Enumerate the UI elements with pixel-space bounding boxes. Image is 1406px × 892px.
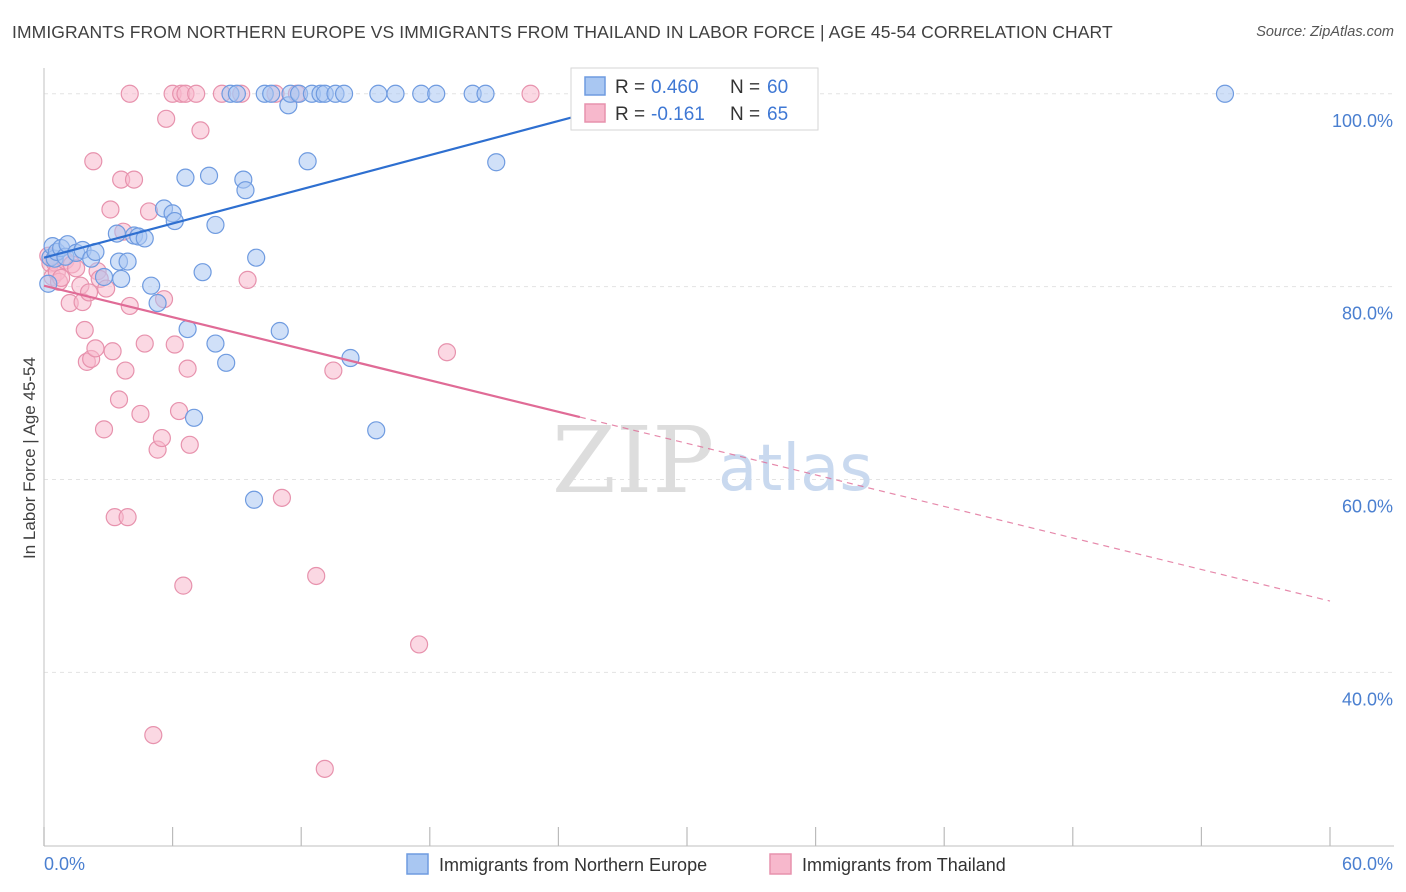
point-thailand xyxy=(94,420,114,439)
series-thailand-points xyxy=(39,84,540,778)
point-thailand xyxy=(324,361,343,380)
point-thailand xyxy=(187,84,206,103)
point-northern-europe xyxy=(199,166,219,185)
point-northern-europe xyxy=(193,263,212,282)
point-thailand xyxy=(131,404,150,424)
point-northern-europe xyxy=(206,334,225,353)
point-thailand xyxy=(120,84,139,103)
series-legend-label-thailand: Immigrants from Thailand xyxy=(802,855,1006,875)
watermark-zip: ZIP xyxy=(552,407,714,514)
y-tick-labels: 100.0% 80.0% 60.0% 40.0% xyxy=(1332,111,1393,710)
point-thailand xyxy=(165,335,184,354)
point-thailand xyxy=(152,428,171,448)
point-thailand xyxy=(238,270,257,289)
point-thailand xyxy=(315,759,334,778)
y-tick-label: 40.0% xyxy=(1342,689,1393,709)
y-tick-label: 80.0% xyxy=(1342,304,1393,324)
series-legend: Immigrants from Northern Europe Immigran… xyxy=(406,853,1006,875)
legend-r-value-pink: -0.161 xyxy=(651,104,705,125)
point-thailand xyxy=(169,401,189,421)
point-thailand xyxy=(124,170,144,189)
point-thailand xyxy=(307,566,326,586)
point-northern-europe xyxy=(94,267,114,287)
series-legend-swatch-northern-europe xyxy=(406,853,429,875)
point-northern-europe xyxy=(1215,84,1235,103)
x-tick-label: 60.0% xyxy=(1342,854,1393,874)
point-thailand xyxy=(118,508,137,527)
correlation-legend: R = 0.460 N = 60 R = -0.161 N = 65 xyxy=(570,67,819,131)
watermark: ZIP atlas xyxy=(552,407,873,514)
point-thailand xyxy=(75,320,94,340)
point-thailand xyxy=(174,576,193,595)
point-northern-europe xyxy=(369,84,388,103)
point-thailand xyxy=(101,200,120,219)
point-northern-europe xyxy=(39,274,58,293)
point-northern-europe xyxy=(247,248,266,267)
point-northern-europe xyxy=(334,84,354,103)
point-northern-europe xyxy=(118,252,137,271)
y-axis-label: In Labor Force | Age 45-54 xyxy=(20,357,39,559)
x-tick-labels: 0.0% 60.0% xyxy=(44,854,1393,874)
point-thailand xyxy=(103,342,122,361)
point-thailand xyxy=(116,361,135,380)
point-northern-europe xyxy=(176,168,195,187)
point-northern-europe xyxy=(270,321,289,341)
point-northern-europe xyxy=(112,269,131,289)
point-thailand xyxy=(157,109,176,128)
point-northern-europe xyxy=(386,84,405,103)
point-thailand xyxy=(437,343,457,362)
x-tick-label: 0.0% xyxy=(44,854,85,874)
point-northern-europe xyxy=(236,181,255,200)
point-northern-europe xyxy=(244,490,264,509)
point-thailand xyxy=(135,334,154,353)
point-northern-europe xyxy=(184,408,204,427)
chart-title: IMMIGRANTS FROM NORTHERN EUROPE VS IMMIG… xyxy=(12,22,1113,42)
legend-r-label-blue: R = xyxy=(615,77,645,98)
point-northern-europe xyxy=(262,84,281,103)
point-thailand xyxy=(86,339,105,358)
source-label: Source: ZipAtlas.com xyxy=(1256,24,1394,40)
point-thailand xyxy=(409,635,429,654)
legend-n-label-pink: N = xyxy=(730,104,760,125)
trend-line-thailand xyxy=(43,284,581,419)
point-thailand xyxy=(272,488,292,507)
series-legend-swatch-thailand xyxy=(769,853,792,875)
legend-swatch-blue xyxy=(584,76,606,96)
legend-r-value-blue: 0.460 xyxy=(651,77,699,98)
legend-swatch-pink xyxy=(584,103,606,123)
point-northern-europe xyxy=(148,293,167,313)
point-northern-europe xyxy=(367,421,386,440)
trend-line-thailand-dashed xyxy=(579,416,1331,602)
point-northern-europe xyxy=(341,348,360,368)
legend-n-label-blue: N = xyxy=(730,77,760,98)
point-northern-europe xyxy=(487,153,506,172)
point-northern-europe xyxy=(298,152,317,171)
point-northern-europe xyxy=(427,84,446,103)
point-thailand xyxy=(521,84,540,103)
point-northern-europe xyxy=(142,276,161,295)
series-legend-label-northern-europe: Immigrants from Northern Europe xyxy=(439,855,707,875)
legend-n-value-pink: 65 xyxy=(767,104,788,125)
point-thailand xyxy=(180,435,199,454)
legend-r-label-pink: R = xyxy=(615,104,645,125)
point-thailand xyxy=(84,152,103,171)
point-northern-europe xyxy=(227,84,246,103)
y-tick-label: 100.0% xyxy=(1332,111,1393,131)
point-northern-europe xyxy=(476,84,495,103)
point-thailand xyxy=(144,725,163,745)
point-northern-europe xyxy=(206,215,225,235)
legend-n-value-blue: 60 xyxy=(767,77,788,98)
trend-lines xyxy=(43,71,1331,602)
point-thailand xyxy=(178,359,197,378)
axes xyxy=(43,68,1394,847)
y-tick-label: 60.0% xyxy=(1342,497,1393,517)
watermark-atlas: atlas xyxy=(718,432,873,506)
point-thailand xyxy=(191,121,210,140)
point-thailand xyxy=(139,202,159,221)
point-northern-europe xyxy=(217,353,236,372)
legend-box xyxy=(570,67,819,131)
point-thailand xyxy=(109,390,129,409)
